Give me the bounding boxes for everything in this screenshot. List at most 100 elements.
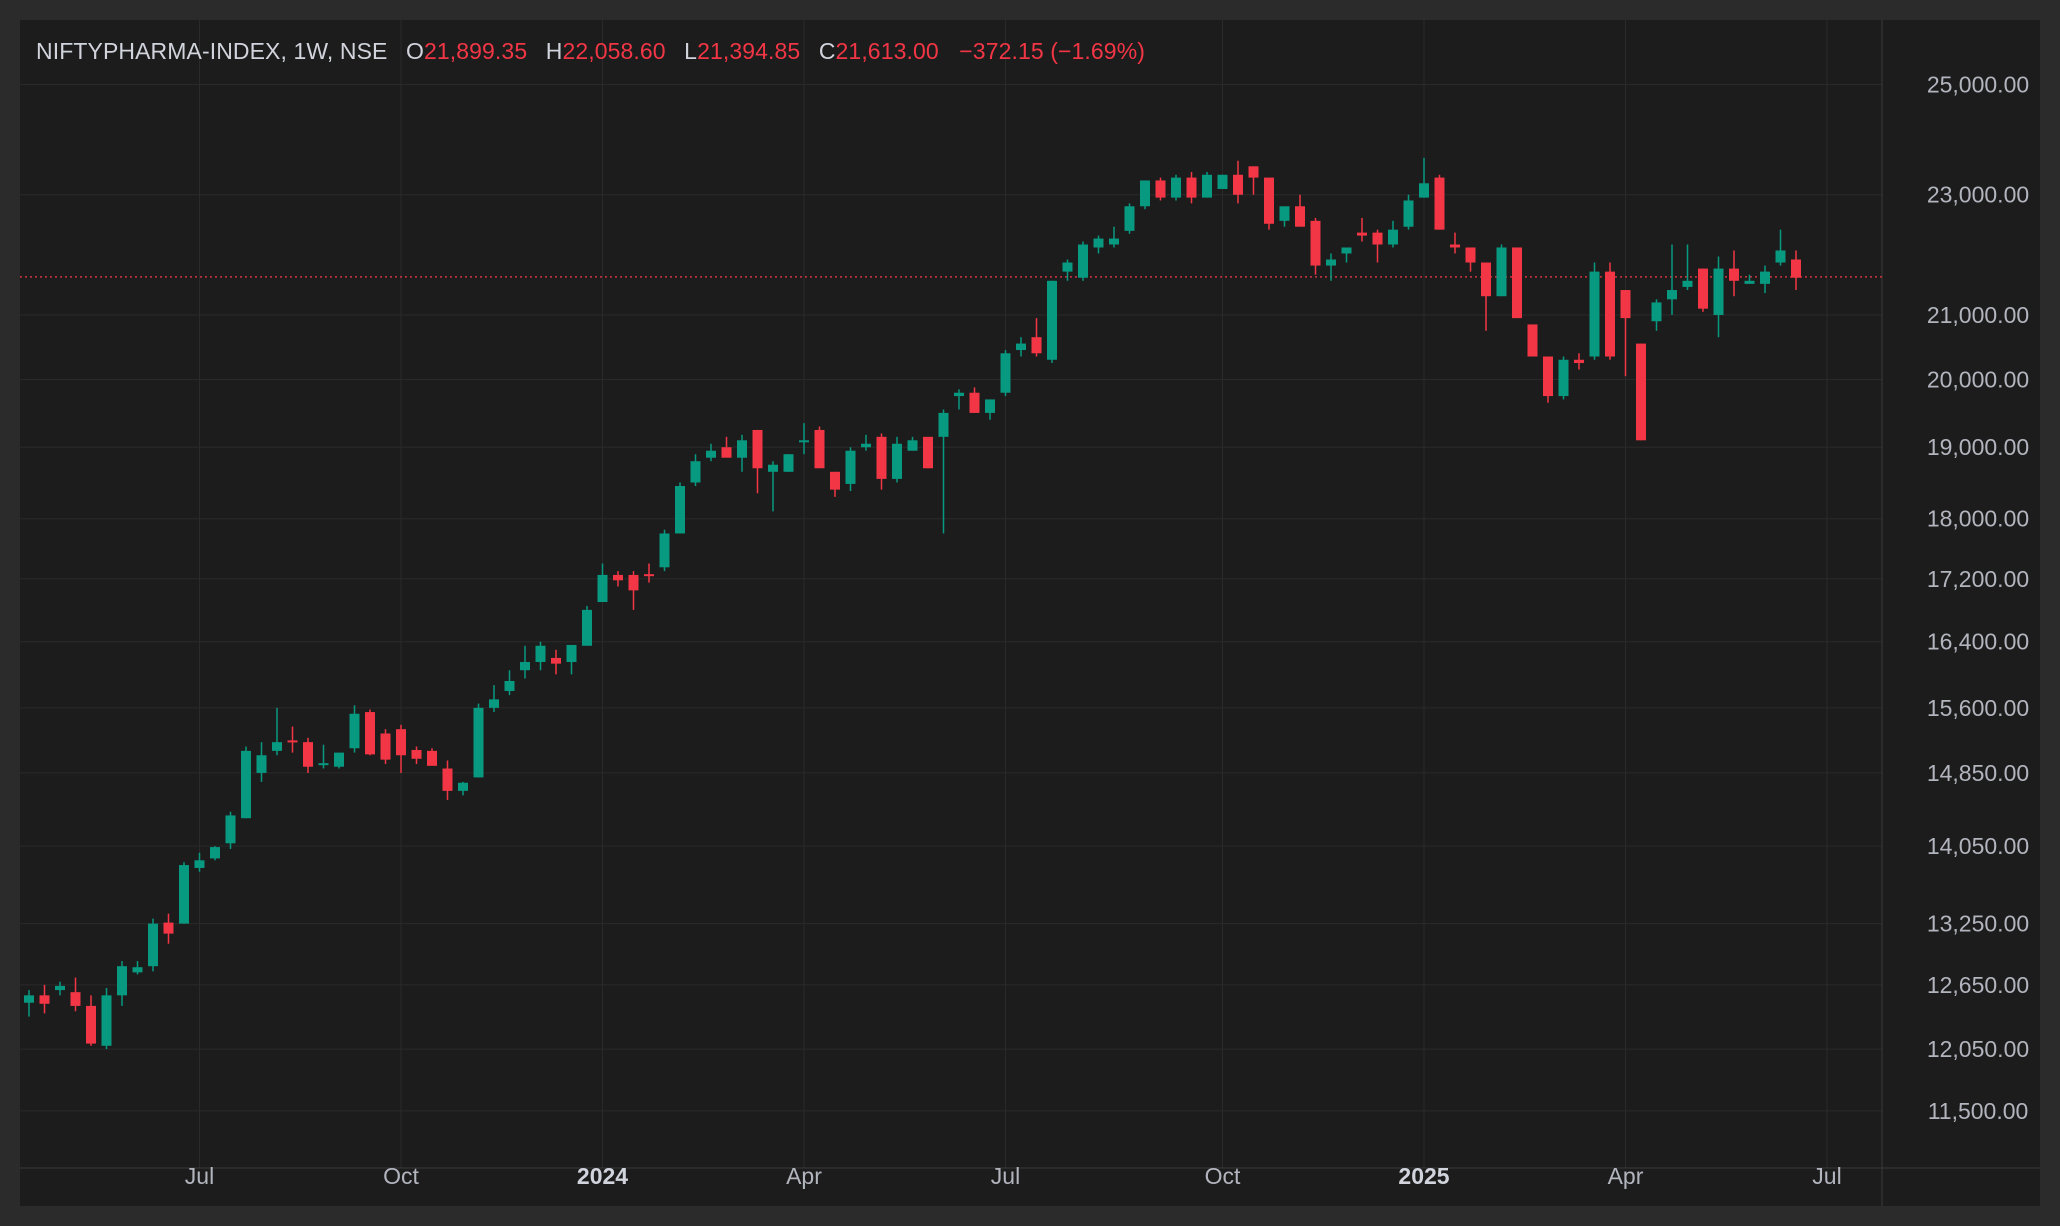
candle [70, 977, 81, 1012]
candle-body [1698, 268, 1708, 309]
candle-body [659, 533, 670, 568]
candle [1217, 174, 1228, 189]
candle [1186, 171, 1197, 204]
candle [830, 471, 840, 497]
candle [442, 760, 453, 800]
candle-body [1124, 206, 1135, 231]
candle [969, 387, 980, 413]
candle-body [1651, 302, 1662, 322]
candle-body [1171, 177, 1181, 198]
candle [1093, 235, 1104, 254]
candle [1326, 253, 1336, 281]
candle-body [520, 662, 530, 671]
time-axis[interactable]: Jul Oct 2024 Apr Jul Oct 2025 Apr Jul [185, 1163, 1842, 1189]
candle [1078, 241, 1088, 281]
symbol-name[interactable]: NIFTYPHARMA-INDEX, 1W, NSE [36, 38, 388, 64]
candle-body [1279, 206, 1290, 221]
price-tick-label: 20,000.00 [1927, 366, 2029, 392]
candle-body [799, 440, 809, 443]
candle [163, 913, 174, 944]
price-tick-label: 14,850.00 [1927, 760, 2029, 786]
change-value: −372.15 (−1.69%) [959, 38, 1146, 64]
price-tick-label: 23,000.00 [1927, 182, 2029, 208]
low-value: 21,394.85 [697, 38, 801, 64]
candle-body [830, 471, 840, 490]
time-tick-label: Jul [1812, 1163, 1841, 1189]
candle [365, 709, 375, 756]
candle-body [1791, 259, 1801, 278]
candle [256, 742, 267, 782]
candle [644, 563, 654, 583]
candle-body [1047, 280, 1057, 360]
chart-panel[interactable]: 25,000.00 23,000.00 21,000.00 20,000.00 19,0… [20, 20, 2040, 1206]
candle-body [86, 1005, 96, 1044]
candle-body [969, 392, 980, 413]
candle [1233, 160, 1243, 204]
candle-body [768, 464, 778, 472]
price-tick-label: 21,000.00 [1927, 302, 2029, 328]
candle [582, 605, 592, 646]
candle-body [737, 440, 747, 458]
candle-body [1419, 183, 1429, 198]
candle [1047, 280, 1057, 364]
open-value: 21,899.35 [423, 38, 528, 64]
candle [210, 846, 220, 861]
candle [706, 443, 716, 462]
candle [148, 918, 158, 972]
candle [1109, 226, 1119, 248]
candle [845, 447, 856, 492]
price-axis[interactable]: 25,000.00 23,000.00 21,000.00 20,000.00 19,0… [1927, 72, 2029, 1124]
time-tick-label: 2024 [577, 1163, 628, 1189]
candle [628, 571, 639, 610]
candle [1419, 157, 1429, 198]
candle [411, 746, 422, 765]
candle-body [179, 865, 189, 924]
candle-body [1589, 271, 1600, 357]
candle [1775, 229, 1786, 266]
candle-body [1481, 262, 1491, 297]
candle-body [442, 768, 453, 791]
candle-body [473, 707, 484, 778]
candle [737, 434, 747, 472]
time-tick-label: Apr [786, 1163, 822, 1189]
candle-body [132, 967, 143, 973]
candle [907, 436, 918, 451]
candlestick-chart[interactable]: 25,000.00 23,000.00 21,000.00 20,000.00 19,0… [20, 20, 2040, 1206]
candle-body [349, 713, 360, 749]
candle [1124, 203, 1135, 234]
candle-body [613, 574, 623, 581]
grid-lines [20, 20, 2040, 1206]
candle [1372, 229, 1383, 263]
candle-body [892, 443, 902, 479]
candle-body [985, 399, 995, 413]
candle-body [1186, 177, 1197, 198]
candle [985, 399, 995, 420]
candle [876, 433, 887, 490]
high-label: H [545, 38, 563, 64]
candle [1434, 174, 1445, 230]
candle-body [907, 440, 918, 451]
candle-body [566, 644, 577, 663]
candle-body [1682, 280, 1693, 287]
candle-body [644, 574, 654, 577]
candle-body [1512, 247, 1522, 319]
candle-body [210, 847, 220, 859]
candle-body [24, 995, 34, 1003]
price-tick-label: 19,000.00 [1927, 434, 2029, 460]
candle-body [1574, 359, 1584, 364]
candle [132, 961, 143, 975]
candle [551, 649, 561, 675]
candle-body [551, 657, 561, 664]
candle [504, 670, 515, 696]
candle-body [1062, 262, 1073, 272]
candle-body [628, 574, 639, 591]
candle-body [256, 755, 267, 773]
candle [1620, 290, 1631, 377]
candle-body [675, 486, 685, 534]
candle-body [148, 923, 158, 967]
candle [659, 529, 670, 572]
candle-body [1233, 174, 1243, 195]
candle [1403, 194, 1414, 230]
price-tick-label: 15,600.00 [1927, 695, 2029, 721]
candle [1000, 350, 1011, 397]
